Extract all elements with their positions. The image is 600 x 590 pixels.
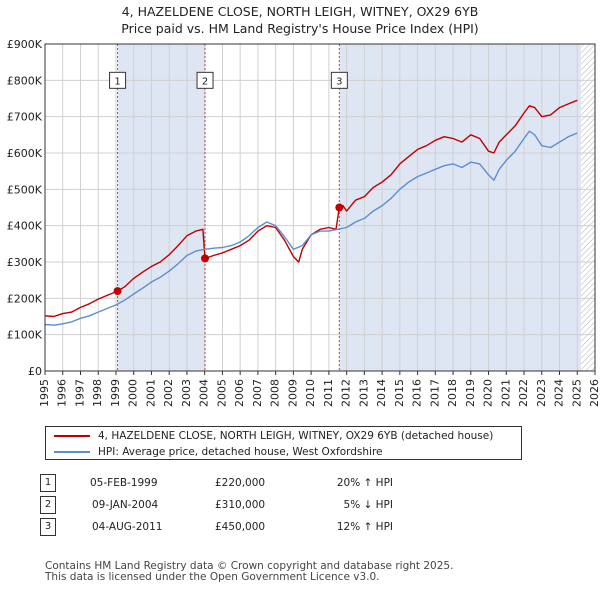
x-tick-label: 2019: [464, 379, 477, 407]
x-tick-label: 2003: [180, 379, 193, 407]
legend-label-property: 4, HAZELDENE CLOSE, NORTH LEIGH, WITNEY,…: [98, 430, 494, 442]
chart-legend: 4, HAZELDENE CLOSE, NORTH LEIGH, WITNEY,…: [45, 426, 522, 460]
x-tick-label: 2000: [127, 379, 140, 407]
y-tick-label: £0: [28, 365, 42, 378]
x-tick-label: 2001: [144, 379, 157, 407]
x-tick-label: 1995: [38, 379, 51, 407]
x-tick-label: 2024: [553, 379, 566, 407]
x-tick-label: 2022: [517, 379, 530, 407]
x-tick-label: 2013: [357, 379, 370, 407]
x-tick-label: 2026: [588, 379, 600, 407]
chart-title-line-1: 4, HAZELDENE CLOSE, NORTH LEIGH, WITNEY,…: [121, 4, 479, 19]
sale-2-label-box: [196, 71, 214, 89]
x-tick-label: 2017: [428, 379, 441, 407]
sale-hpi-diff: 20% ↑ HPI: [336, 477, 393, 489]
sales-table: 1 05-FEB-1999 £220,000 20% ↑ HPI 2 09-JA…: [40, 472, 393, 538]
y-tick-label: £300K: [7, 256, 43, 269]
y-tick-label: £500K: [7, 183, 43, 196]
x-tick-label: 2005: [215, 379, 228, 407]
legend-swatch-property: [54, 435, 90, 437]
legend-swatch-hpi: [54, 451, 90, 453]
footer: Contains HM Land Registry data © Crown c…: [45, 561, 453, 583]
sale-marker-1: 1: [40, 474, 56, 492]
sale-date: 05-FEB-1999: [90, 477, 158, 489]
x-tick-label: 1999: [109, 379, 122, 407]
x-tick-label: 2023: [535, 379, 548, 407]
sale-marker-3: 3: [40, 518, 56, 536]
x-tick-label: 2020: [482, 379, 495, 407]
sale-price: £450,000: [215, 521, 266, 533]
sale-hpi-diff: 12% ↑ HPI: [336, 521, 393, 533]
table-row: 1 05-FEB-1999 £220,000 20% ↑ HPI: [40, 472, 393, 494]
y-tick-label: £700K: [7, 111, 43, 124]
y-tick-label: £900K: [7, 38, 43, 51]
chart-title: 4, HAZELDENE CLOSE, NORTH LEIGH, WITNEY,…: [0, 3, 600, 37]
y-tick-label: £100K: [7, 329, 43, 342]
legend-item-property: 4, HAZELDENE CLOSE, NORTH LEIGH, WITNEY,…: [54, 428, 493, 444]
legend-item-hpi: HPI: Average price, detached house, West…: [54, 444, 383, 460]
sale-price: £220,000: [215, 477, 266, 489]
x-tick-label: 2025: [570, 379, 583, 407]
x-tick-label: 2010: [304, 379, 317, 407]
x-tick-label: 2012: [340, 379, 353, 407]
sale-date: 09-JAN-2004: [92, 499, 159, 511]
x-tick-label: 2008: [269, 379, 282, 407]
sale-1-label-box: [109, 71, 127, 89]
x-tick-label: 2021: [499, 379, 512, 407]
footer-line-1: Contains HM Land Registry data © Crown c…: [45, 560, 454, 572]
sale-3-label-box: [330, 71, 348, 89]
plot-frame: [44, 43, 596, 372]
sale-2-point: [201, 254, 210, 263]
legend-label-hpi: HPI: Average price, detached house, West…: [98, 446, 383, 458]
x-tick-label: 1998: [91, 379, 104, 407]
y-tick-label: £800K: [7, 74, 43, 87]
sale-2-label: 2: [202, 76, 208, 87]
x-tick-label: 2018: [446, 379, 459, 407]
x-tick-label: 2007: [251, 379, 264, 407]
sale-price: £310,000: [215, 499, 266, 511]
forecast-hatch-region: [580, 44, 595, 371]
table-row: 2 09-JAN-2004 £310,000 5% ↓ HPI: [40, 494, 393, 516]
hpi-line: [44, 130, 578, 326]
price-chart: 1 2 3 £0 £100K £200K £300K £400K £500K £600K £700…: [7, 38, 600, 407]
x-tick-label: 1997: [73, 379, 86, 407]
x-tick-label: 1996: [56, 379, 69, 407]
x-tick-label: 2011: [322, 379, 335, 407]
x-tick-label: 2016: [411, 379, 424, 407]
y-tick-label: £400K: [7, 220, 43, 233]
sale-1-point: [113, 287, 122, 296]
sale-3-point: [335, 203, 344, 212]
x-tick-label: 2004: [198, 379, 211, 407]
x-tick-label: 2006: [233, 379, 246, 407]
y-tick-label: £600K: [7, 147, 43, 160]
x-tick-label: 2015: [393, 379, 406, 407]
x-tick-label: 2014: [375, 379, 388, 407]
y-tick-label: £200K: [7, 292, 43, 305]
x-tick-label: 2002: [162, 379, 175, 407]
sale-hpi-diff: 5% ↓ HPI: [343, 499, 393, 511]
footer-line-2: This data is licensed under the Open Gov…: [45, 571, 380, 583]
ownership-shaded-region: [339, 44, 581, 371]
chart-title-line-2: Price paid vs. HM Land Registry's House …: [121, 21, 479, 36]
ownership-shaded-region: [117, 44, 206, 371]
property-price-line: [44, 99, 578, 318]
x-tick-label: 2009: [286, 379, 299, 407]
sale-1-label: 1: [114, 76, 120, 87]
sale-marker-2: 2: [40, 496, 56, 514]
table-row: 3 04-AUG-2011 £450,000 12% ↑ HPI: [40, 516, 393, 538]
sale-date: 04-AUG-2011: [92, 521, 163, 533]
sale-3-label: 3: [336, 76, 342, 87]
